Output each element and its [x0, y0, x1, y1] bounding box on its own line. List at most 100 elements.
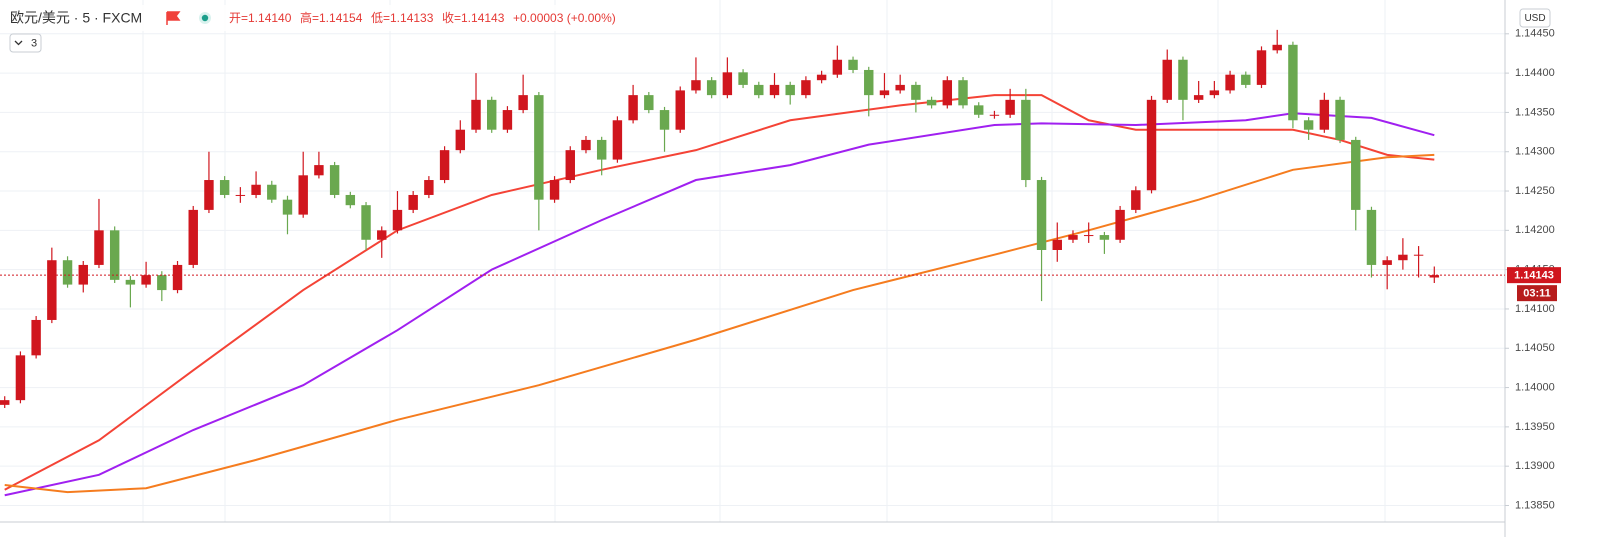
candle-body [958, 80, 968, 106]
candle-body [1115, 209, 1125, 240]
candle-body [439, 150, 450, 181]
candle-body [392, 209, 403, 231]
y-tick-label: 1.13900 [1515, 460, 1555, 472]
candle-body [109, 230, 120, 280]
candle-body [1335, 99, 1345, 140]
candle-body [832, 59, 843, 75]
candle-body [1241, 74, 1251, 85]
candle-body [706, 80, 717, 96]
candle-body [738, 72, 748, 85]
last-price-label: 1.14143 [1514, 270, 1554, 282]
candle-body [549, 180, 560, 200]
candle-body [1005, 99, 1015, 115]
candle-body [612, 120, 623, 160]
candles [0, 29, 1440, 409]
candle-body [754, 84, 764, 96]
candle-body [989, 114, 1000, 116]
candle-body [801, 80, 811, 96]
candle-body [596, 139, 607, 160]
price-grid [0, 33, 1505, 506]
candle-body [1351, 139, 1361, 210]
low-readout: 低=1.14133 [371, 11, 434, 25]
candle-body [911, 84, 921, 100]
candle-body [1288, 44, 1298, 121]
candle-body [408, 194, 418, 210]
candle-body [581, 139, 591, 151]
candle-body [487, 99, 497, 130]
change-readout: +0.00003 (+0.00%) [513, 11, 616, 25]
y-tick-label: 1.14100 [1515, 303, 1555, 315]
candle-body [691, 80, 701, 91]
candle-body [345, 194, 356, 206]
candle-body [785, 84, 795, 96]
candle-body [1319, 99, 1330, 130]
header: 欧元/美元 · 5 · FXCM 开=1.14140 高=1.14154 低=1… [0, 5, 620, 53]
candle-body [31, 319, 41, 356]
moving-averages [4, 94, 1435, 497]
open-readout: 开=1.14140 [229, 11, 292, 25]
moving-average [4, 94, 1435, 491]
candle-body [864, 69, 874, 96]
candle-body [1209, 90, 1220, 96]
candle-body [47, 260, 57, 320]
candle-body [251, 184, 261, 195]
candle-body [518, 95, 528, 111]
currency-button[interactable] [1519, 8, 1551, 28]
candle-body [235, 194, 246, 196]
candle-body [628, 95, 638, 121]
indicator-count: 3 [31, 37, 37, 49]
candle-body [94, 230, 104, 265]
candle-body [455, 129, 466, 151]
candle-body [62, 260, 73, 285]
y-tick-label: 1.14200 [1515, 224, 1555, 236]
candle-body [1366, 209, 1377, 265]
indicator-toggle[interactable] [9, 33, 42, 53]
candle-body [1398, 254, 1408, 261]
y-tick-label: 1.14450 [1515, 28, 1555, 40]
price-axis: USD 1.13850 1.13900 1.13950 1.14000 1.14050 1… [0, 0, 1555, 537]
candle-body [188, 209, 198, 265]
flag-icon[interactable] [166, 11, 181, 25]
candle-body [675, 90, 685, 130]
moving-average [4, 112, 1435, 497]
candle-body [314, 165, 324, 176]
candle-body [502, 110, 513, 130]
symbol-title: 欧元/美元 · 5 · FXCM [10, 10, 142, 26]
candle-body [722, 72, 733, 96]
candle-body [1021, 99, 1031, 181]
candle-body [1303, 120, 1314, 130]
candle-body [1052, 239, 1062, 250]
candle-body [424, 180, 434, 195]
y-tick-label: 1.14350 [1515, 106, 1555, 118]
candle-body [1178, 59, 1188, 100]
candle-body [1382, 260, 1392, 265]
candle-body [361, 205, 371, 240]
candle-body [848, 59, 858, 70]
candle-body [471, 99, 481, 130]
currency-label: USD [1524, 13, 1545, 24]
candle-body [282, 199, 293, 215]
candle-body [565, 150, 575, 181]
candle-body [78, 264, 88, 285]
countdown-badge [1517, 285, 1557, 302]
candle-body [377, 230, 387, 240]
candle-body [644, 95, 654, 111]
y-tick-label: 1.14000 [1515, 381, 1555, 393]
candle-body [1146, 99, 1157, 191]
candle-body [267, 184, 277, 200]
close-readout: 收=1.14143 [442, 11, 505, 25]
candle-body [926, 99, 937, 106]
candle-body [974, 105, 984, 115]
candle-body [157, 275, 167, 291]
chevron [14, 40, 23, 46]
candle-body [895, 84, 905, 91]
y-tick-label: 1.14050 [1515, 342, 1555, 354]
candle-body [172, 264, 183, 291]
candle-body [1272, 44, 1282, 51]
header-bg [0, 5, 620, 31]
candle-body [1083, 235, 1094, 237]
countdown-label: 03:11 [1523, 288, 1551, 300]
candle-body [15, 355, 26, 401]
time-grid [142, 0, 1386, 522]
